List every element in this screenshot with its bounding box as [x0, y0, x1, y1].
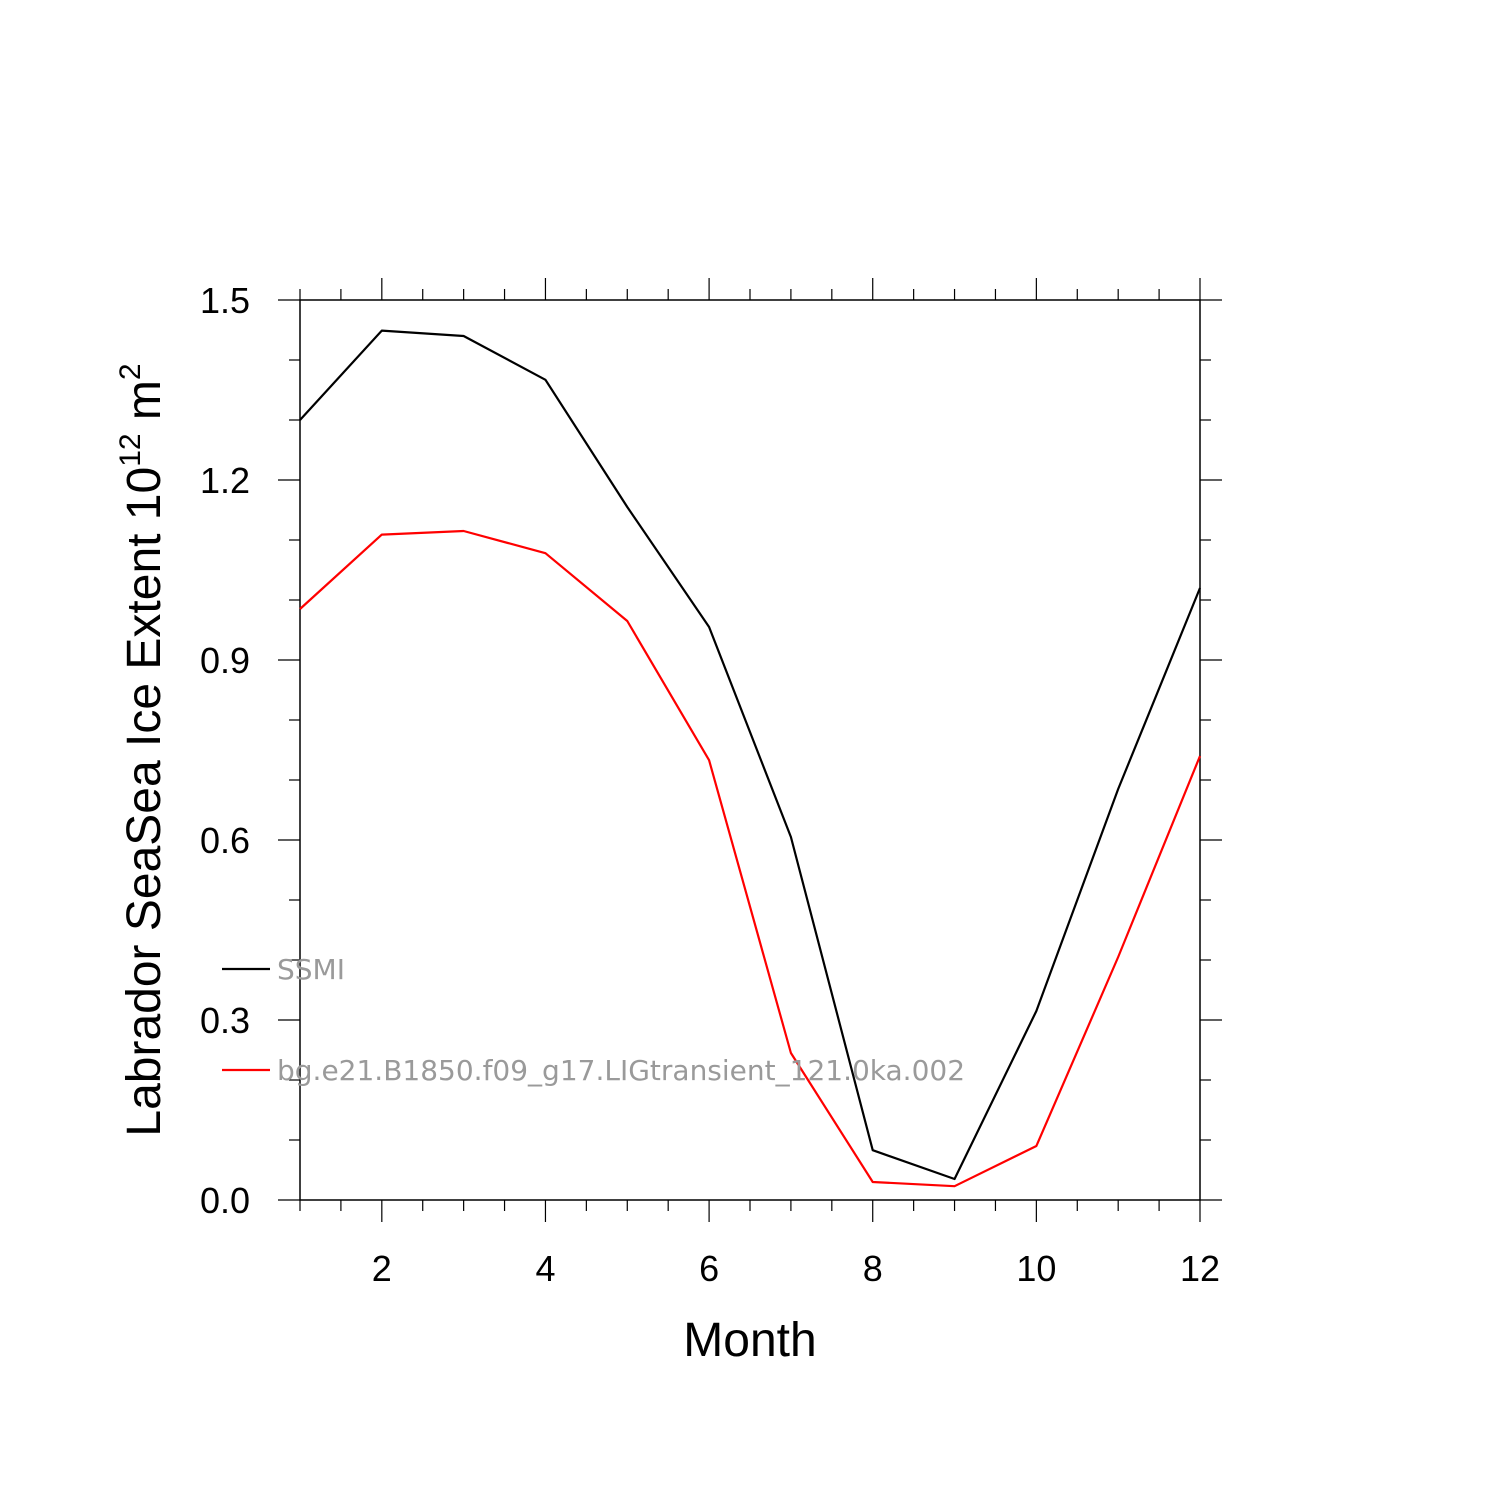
y-axis-title-space: [118, 420, 171, 433]
legend: SSMI bg.e21.B1850.f09_g17.LIGtransient_12…: [222, 953, 965, 1087]
y-axis-title-unit-exponent: 2: [114, 363, 147, 380]
legend-label: SSMI: [277, 953, 345, 986]
legend-label: bg.e21.B1850.f09_g17.LIGtransient_121.0k…: [277, 1054, 965, 1087]
series-line-2: [299, 529, 1202, 1188]
y-axis-title: Labrador SeaSea Ice Extent 1012 m2: [114, 363, 171, 1136]
series-line-1: [299, 329, 1202, 1181]
x-tick-label: 4: [535, 1248, 555, 1289]
series-lines: [299, 329, 1202, 1188]
x-tick-label: 8: [863, 1248, 883, 1289]
y-axis-title-exponent: 12: [114, 433, 147, 466]
x-tick-labels: 2 4 6 8 10 12: [372, 1248, 1220, 1289]
axis-ticks: [278, 278, 1222, 1222]
y-tick-label: 0.3: [200, 1000, 250, 1041]
y-tick-label: 1.2: [200, 460, 250, 501]
y-tick-label: 0.9: [200, 640, 250, 681]
y-tick-label: 0.0: [200, 1180, 250, 1221]
x-tick-label: 12: [1180, 1248, 1220, 1289]
y-axis-title-main: Labrador SeaSea Ice Extent 10: [118, 467, 171, 1137]
y-tick-labels: 0.0 0.3 0.6 0.9 1.2 1.5: [200, 280, 250, 1221]
x-tick-label: 2: [372, 1248, 392, 1289]
x-tick-label: 6: [699, 1248, 719, 1289]
x-tick-label: 10: [1016, 1248, 1056, 1289]
y-tick-label: 1.5: [200, 280, 250, 321]
x-axis-title: Month: [683, 1314, 816, 1367]
y-axis-title-unit: m: [118, 380, 171, 420]
y-tick-label: 0.6: [200, 820, 250, 861]
